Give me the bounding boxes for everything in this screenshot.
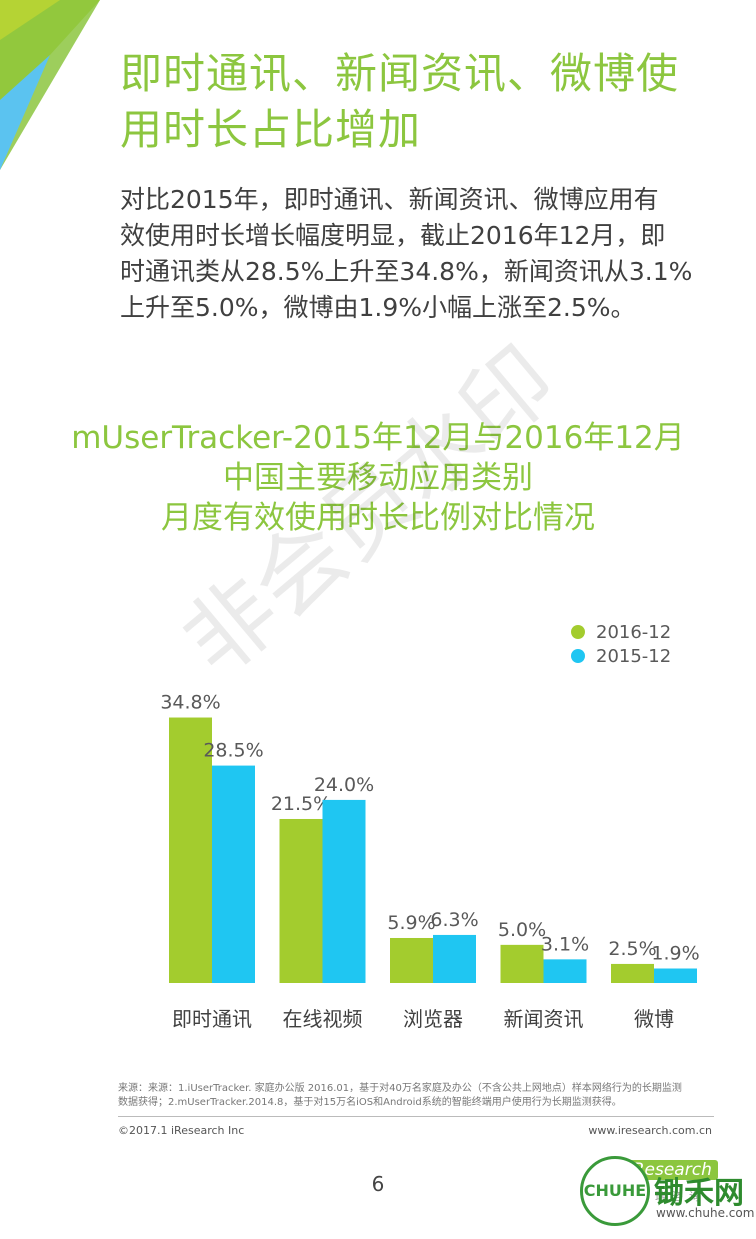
chuhe-cn-logo: 锄禾网	[654, 1176, 744, 1211]
data-label-2016-12-3: 5.0%	[498, 919, 546, 941]
category-label-4: 微博	[634, 1007, 674, 1031]
bar-2015-12-3	[543, 959, 587, 983]
chart-title-line-3: 月度有效使用时长比例对比情况	[161, 500, 595, 536]
title-line-2: 用时长占比增加	[120, 105, 422, 154]
summary-line-3: 时通讯类从28.5%上升至34.8%，新闻资讯从3.1%	[120, 257, 693, 286]
chart-title: mUserTracker-2015年12月与2016年12月 中国主要移动应用类…	[0, 418, 756, 538]
bar-chart: 34.8% 28.5% 即时通讯 21.5%24.0% 在线视频 5.9%6.3% 浏览器 5…	[160, 622, 699, 1031]
bar-2016-12-4	[611, 963, 654, 983]
legend-label-2016-12: 2016-12	[596, 622, 671, 643]
bar-2016-12-2	[390, 937, 433, 983]
page-title: 即时通讯、新闻资讯、微博使 用时长占比增加	[120, 46, 720, 158]
data-label-2015-12-1: 24.0%	[314, 774, 374, 796]
page-number: 6	[371, 1172, 385, 1196]
source-line-2: 数据获得；2.mUserTracker.2014.8，基于对15万名iOS和An…	[118, 1097, 622, 1108]
legend-marker-2015-12	[571, 649, 585, 663]
data-label-2016-12-0: 34.8%	[160, 692, 220, 714]
bar-2015-12-2	[433, 934, 476, 983]
chuhe-url: www.chuhe.com	[656, 1206, 755, 1220]
summary-line-4: 上升至5.0%，微博由1.9%小幅上涨至2.5%。	[120, 293, 636, 322]
summary-line-1: 对比2015年，即时通讯、新闻资讯、微博应用有	[120, 185, 659, 214]
bar-2015-12-0	[212, 765, 255, 983]
category-label-1: 在线视频	[283, 1007, 363, 1031]
footer-divider	[118, 1116, 714, 1117]
category-label-2: 浏览器	[403, 1007, 463, 1031]
source-note: 来源：来源：1.iUserTracker. 家庭办公版 2016.01，基于对4…	[118, 1082, 714, 1110]
corner-decoration	[0, 0, 100, 170]
data-label-2016-12-2: 5.9%	[387, 912, 435, 934]
title-line-1: 即时通讯、新闻资讯、微博使	[120, 49, 680, 98]
bar-2016-12-3	[500, 944, 544, 983]
chuhe-badge-logo: CHUHE	[580, 1156, 650, 1226]
data-label-2015-12-4: 1.9%	[651, 943, 699, 965]
source-line-1: 来源：来源：1.iUserTracker. 家庭办公版 2016.01，基于对4…	[118, 1083, 682, 1094]
category-label-3: 新闻资讯	[504, 1007, 584, 1031]
bar-2016-12-1	[279, 818, 323, 983]
chart-title-line-1: mUserTracker-2015年12月与2016年12月	[71, 420, 685, 456]
data-label-2015-12-0: 28.5%	[203, 740, 263, 762]
data-label-2016-12-1: 21.5%	[271, 793, 331, 815]
legend-label-2015-12: 2015-12	[596, 646, 671, 667]
bar-2016-12-0	[169, 717, 212, 983]
copyright: ©2017.1 iResearch Inc	[118, 1124, 245, 1137]
bar-2015-12-1	[322, 799, 366, 983]
data-label-2015-12-2: 6.3%	[430, 909, 478, 931]
legend-marker-2016-12	[571, 625, 585, 639]
data-label-2015-12-3: 3.1%	[541, 933, 589, 955]
summary-paragraph: 对比2015年，即时通讯、新闻资讯、微博应用有 效使用时长增长幅度明显，截止20…	[120, 182, 720, 326]
summary-line-2: 效使用时长增长幅度明显，截止2016年12月，即	[120, 221, 666, 250]
data-label-2016-12-4: 2.5%	[608, 938, 656, 960]
chart-title-line-2: 中国主要移动应用类别	[223, 460, 533, 496]
iresearch-cn-logo: 艾瑞咨询	[638, 1190, 706, 1203]
category-label-0: 即时通讯	[172, 1007, 252, 1031]
iresearch-logo: iResearch	[622, 1160, 718, 1180]
website-link[interactable]: www.iresearch.com.cn	[588, 1124, 712, 1137]
bar-2015-12-4	[654, 968, 697, 983]
